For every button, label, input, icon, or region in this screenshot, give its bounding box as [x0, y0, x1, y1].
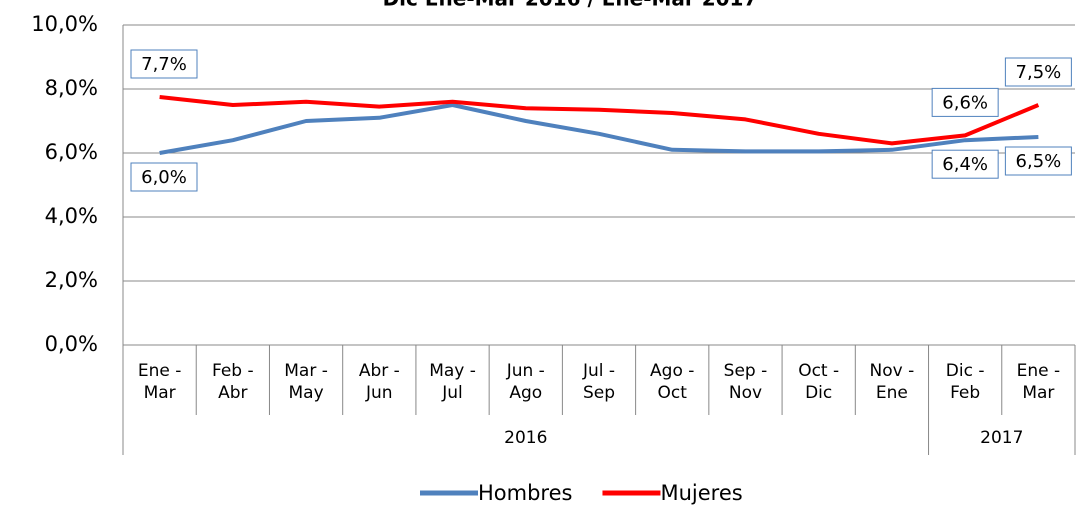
data-label: 6,5%: [1004, 146, 1072, 176]
data-label: 7,7%: [130, 49, 198, 79]
series-line: [159, 103, 1039, 155]
x-tick-label: May - Jul: [429, 361, 476, 403]
data-label: 6,6%: [931, 87, 999, 117]
x-tick-label: Jul - Sep: [582, 361, 616, 403]
x-tick-label: Oct - Dic: [798, 361, 840, 403]
group-label: 2017: [980, 428, 1023, 448]
data-label-text: 6,4%: [942, 154, 988, 175]
x-tick-label: Ene - Mar: [137, 361, 182, 403]
y-tick-label: 8,0%: [45, 76, 98, 100]
x-tick-label: Sep - Nov: [723, 361, 768, 403]
data-label-text: 6,0%: [141, 167, 187, 188]
legend-label: Mujeres: [660, 481, 742, 505]
chart-title: Dic Ene-Mar 2016 / Ene-Mar 2017: [383, 0, 758, 11]
x-tick-label: Ene - Mar: [1016, 361, 1061, 403]
data-label-text: 7,7%: [141, 54, 187, 75]
y-tick-label: 0,0%: [45, 332, 98, 356]
data-label: 6,4%: [931, 149, 999, 179]
y-tick-label: 4,0%: [45, 204, 98, 228]
y-tick-label: 2,0%: [45, 268, 98, 292]
x-tick-label: Feb - Abr: [212, 361, 254, 403]
series-line: [159, 95, 1040, 146]
x-tick-label: Mar - May: [284, 361, 328, 403]
x-tick-label: Jun - Ago: [506, 361, 545, 403]
x-tick-label: Abr - Jun: [358, 361, 400, 403]
data-label-text: 6,6%: [942, 92, 988, 113]
data-label-text: 7,5%: [1016, 62, 1062, 83]
data-label-box: [1004, 57, 1072, 87]
y-tick-label: 6,0%: [45, 140, 98, 164]
data-label-box: [130, 49, 198, 79]
y-tick-label: 10,0%: [31, 12, 98, 36]
x-tick-label: Nov - Ene: [869, 361, 915, 403]
data-label-box: [931, 149, 999, 179]
x-tick-label: Dic - Feb: [945, 361, 985, 403]
group-label: 2016: [504, 428, 547, 448]
data-label: 6,0%: [130, 162, 198, 192]
x-tick-label: Ago - Oct: [650, 361, 695, 403]
data-label-text: 6,5%: [1016, 151, 1062, 172]
data-label-box: [130, 162, 198, 192]
data-label-box: [931, 87, 999, 117]
data-label-box: [1004, 146, 1072, 176]
legend-label: Hombres: [478, 481, 572, 505]
data-label: 7,5%: [1004, 57, 1072, 87]
